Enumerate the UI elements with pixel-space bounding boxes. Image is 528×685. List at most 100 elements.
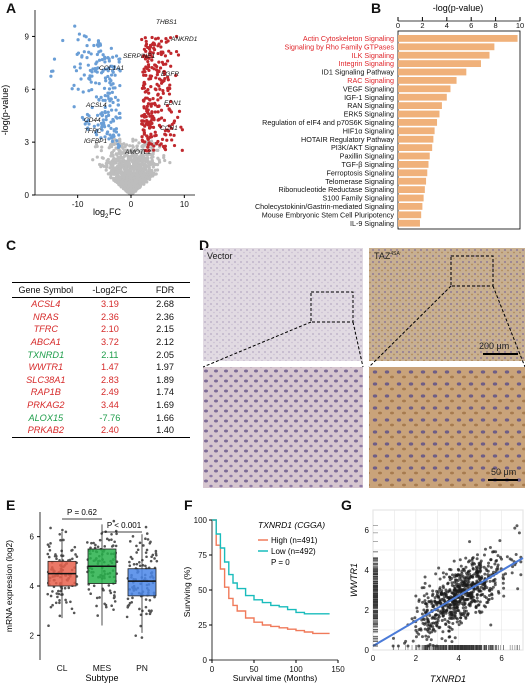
volcano-point	[118, 139, 122, 143]
volcano-point	[100, 145, 104, 149]
fdr-cell: 1.66	[156, 412, 175, 423]
sc-point	[491, 570, 495, 574]
sc-point	[471, 566, 475, 570]
volcano-point	[155, 82, 159, 86]
volcano-point	[103, 109, 107, 114]
volcano-point	[111, 55, 115, 59]
sc-point	[471, 590, 475, 594]
gene-cell: PRKAB2	[27, 425, 64, 436]
volcano-point	[106, 94, 110, 98]
volcano-point	[95, 52, 99, 57]
volcano-point	[94, 130, 98, 135]
sc-point	[489, 558, 493, 562]
volcano-points	[49, 24, 184, 196]
volcano-point	[141, 144, 145, 148]
volcano-point	[128, 144, 132, 148]
fc-cell: 2.49	[100, 387, 119, 398]
sc-point	[438, 587, 442, 591]
volcano-point	[174, 49, 179, 54]
sc-point	[455, 574, 459, 578]
volcano-point	[118, 111, 122, 115]
box-point	[113, 600, 117, 603]
box-point	[113, 595, 116, 599]
sc-point	[479, 561, 483, 565]
box-point	[144, 551, 148, 554]
sc-point	[475, 553, 479, 557]
gene-cell: SLC38A1	[26, 374, 66, 385]
volcano-point	[150, 110, 154, 114]
volcano-point	[80, 55, 84, 59]
box-point	[87, 588, 91, 591]
box-point	[74, 553, 77, 556]
box-point	[51, 590, 54, 593]
box-point	[47, 624, 50, 627]
volcano-point	[141, 70, 145, 74]
volcano-point	[152, 171, 156, 175]
sc-point	[516, 587, 520, 591]
sc-point	[488, 545, 492, 549]
sc-point	[431, 605, 435, 609]
volcano-point	[153, 103, 157, 107]
sc-point	[421, 600, 425, 604]
fc-cell: 3.72	[100, 337, 119, 348]
volcano-gene-label: ANKRD1	[170, 36, 198, 43]
volcano-point	[110, 135, 114, 139]
box-point	[154, 552, 158, 555]
volcano-point	[144, 49, 148, 53]
sc-point	[426, 623, 430, 627]
box-point	[49, 605, 53, 609]
volcano-point	[159, 108, 164, 112]
sc-point	[429, 638, 433, 642]
volcano-point	[118, 149, 122, 153]
sc-point	[391, 636, 395, 640]
sc-point	[502, 586, 506, 590]
volcano-point	[159, 78, 163, 82]
sc-point	[452, 559, 456, 563]
sc-point	[478, 589, 482, 593]
box-point	[58, 614, 62, 618]
sc-point	[496, 590, 500, 594]
volcano-point	[166, 59, 170, 63]
volcano-point	[150, 35, 154, 40]
volcano-point	[172, 143, 177, 148]
volcano-point	[90, 88, 94, 92]
box-point	[145, 548, 149, 552]
volcano-point	[87, 122, 91, 126]
bar-xtick-label: 2	[420, 21, 424, 30]
volcano-point	[142, 99, 146, 103]
volcano-point	[152, 116, 156, 120]
volcano-point	[156, 148, 160, 152]
volcano-point	[149, 132, 153, 136]
volcano-ylabel: -log(p-value)	[0, 85, 10, 136]
panel-label-f: F	[184, 497, 193, 513]
volcano-point	[146, 88, 150, 92]
box-point	[58, 532, 62, 536]
fc-cell: 2.40	[100, 425, 119, 436]
volcano-point	[103, 93, 107, 98]
box-point	[102, 588, 105, 592]
volcano-point	[163, 76, 167, 81]
bar-label: Ribonucleotide Reductase Signaling	[279, 185, 394, 194]
volcano-point	[126, 172, 130, 176]
bar-title: -log(p-value)	[433, 3, 484, 13]
box-point	[149, 559, 153, 563]
ihc-taz-low	[369, 248, 525, 361]
table-row: ALOX15 -7.76 1.66	[12, 411, 190, 424]
table-row: PRKAG2 3.44 1.69	[12, 399, 190, 412]
bar-xtick-label: 4	[445, 21, 449, 30]
volcano-point	[103, 105, 107, 109]
bar-label: VEGF Signaling	[343, 84, 394, 93]
volcano-point	[113, 161, 117, 165]
volcano-point	[148, 74, 152, 78]
bar-label: Signaling by Rho Family GTPases	[285, 42, 395, 51]
sc-point	[446, 590, 450, 594]
volcano-point	[118, 152, 123, 156]
sc-point	[425, 638, 429, 642]
volcano-point	[161, 89, 165, 93]
sc-point	[493, 581, 497, 585]
volcano-xlabel-tail: FC	[109, 207, 121, 217]
volcano-point	[142, 119, 146, 123]
volcano-point	[101, 68, 105, 72]
ihc-panel: Vector TAZ4SA 200 μm 50 μm	[202, 248, 526, 488]
sc-point	[457, 623, 461, 627]
